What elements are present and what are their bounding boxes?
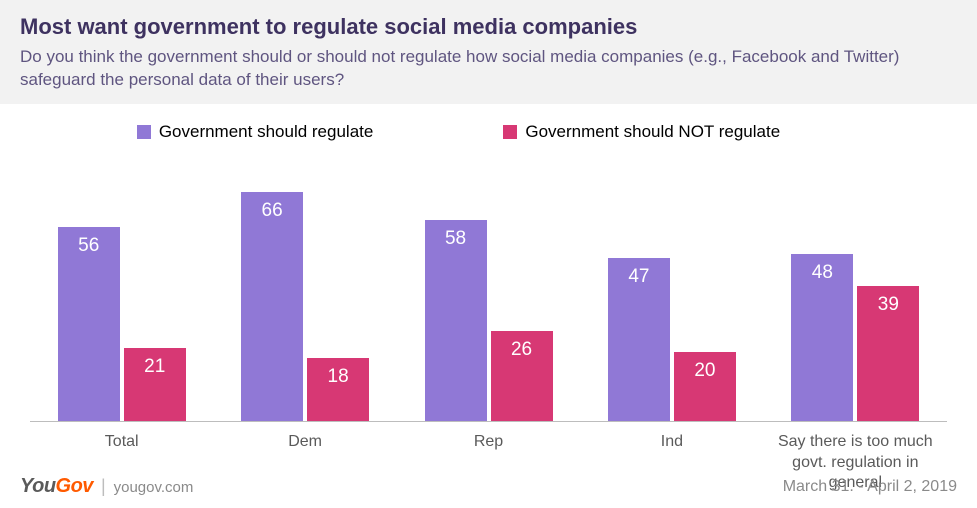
- bar: 48: [791, 254, 853, 420]
- bar: 18: [307, 358, 369, 420]
- bar: 21: [124, 348, 186, 421]
- brand-logo: YouGov | yougov.com: [20, 475, 193, 498]
- plot-area: 56 21 66 18 58 26 47 20 48 39: [30, 162, 947, 422]
- bar-value: 66: [262, 192, 283, 222]
- chart-footer: YouGov | yougov.com March 31. - April 2,…: [0, 475, 977, 498]
- chart-title: Most want government to regulate social …: [20, 14, 957, 40]
- logo-url: yougov.com: [114, 479, 194, 496]
- bar-value: 48: [812, 254, 833, 284]
- bar-value: 21: [144, 348, 165, 378]
- legend-label: Government should NOT regulate: [525, 122, 780, 142]
- bar-value: 39: [878, 286, 899, 316]
- logo-you: You: [20, 475, 56, 497]
- legend: Government should regulate Government sh…: [20, 122, 957, 142]
- bar: 20: [674, 352, 736, 421]
- bar-value: 20: [694, 352, 715, 382]
- chart-subtitle: Do you think the government should or sh…: [20, 46, 957, 92]
- bar-group: 47 20: [580, 162, 763, 421]
- bar: 39: [857, 286, 919, 421]
- bar-value: 47: [628, 258, 649, 288]
- bar: 47: [608, 258, 670, 421]
- bar-value: 18: [328, 358, 349, 388]
- bar-value: 58: [445, 220, 466, 250]
- legend-swatch: [137, 125, 151, 139]
- bar-group: 56 21: [30, 162, 213, 421]
- bar-group: 66 18: [213, 162, 396, 421]
- bar: 58: [425, 220, 487, 421]
- bar-value: 56: [78, 227, 99, 257]
- logo-separator: |: [101, 476, 106, 497]
- bar-group: 58 26: [397, 162, 580, 421]
- bar-value: 26: [511, 331, 532, 361]
- legend-item-not-regulate: Government should NOT regulate: [503, 122, 780, 142]
- legend-item-regulate: Government should regulate: [137, 122, 374, 142]
- bar: 56: [58, 227, 120, 421]
- chart-body: Government should regulate Government sh…: [0, 104, 977, 494]
- bar-group: 48 39: [764, 162, 947, 421]
- bar: 66: [241, 192, 303, 421]
- legend-swatch: [503, 125, 517, 139]
- chart-header: Most want government to regulate social …: [0, 0, 977, 104]
- bar: 26: [491, 331, 553, 421]
- logo-gov: Gov: [56, 475, 93, 497]
- survey-date: March 31. - April 2, 2019: [783, 478, 957, 496]
- legend-label: Government should regulate: [159, 122, 374, 142]
